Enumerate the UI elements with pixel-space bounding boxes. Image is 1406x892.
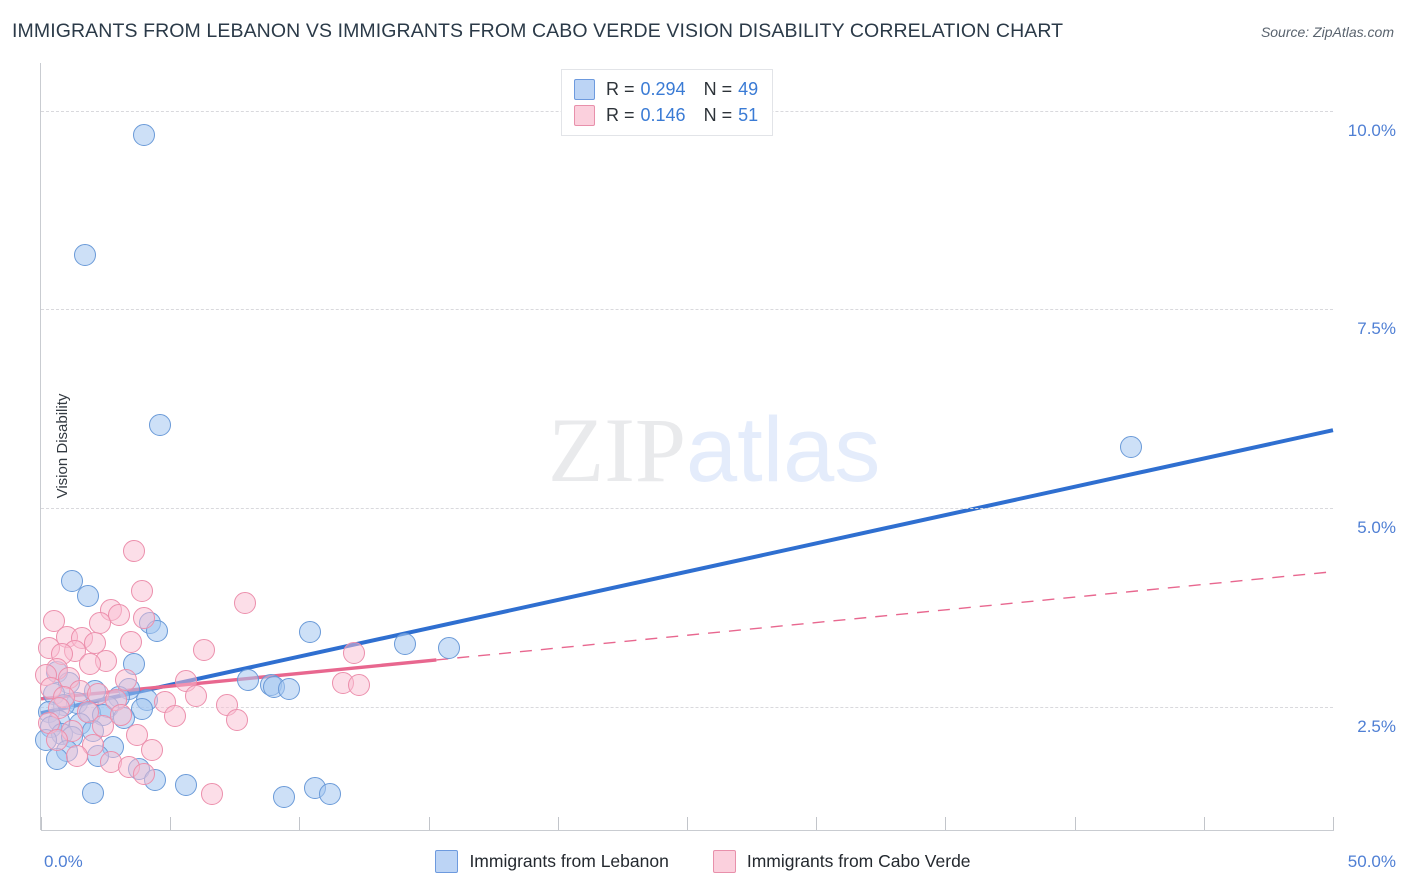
y-axis-tick-label: 7.5% [1357, 319, 1396, 339]
scatter-point[interactable] [438, 636, 461, 659]
gridline-y [41, 508, 1333, 510]
x-axis-label-max: 50.0% [1347, 852, 1396, 871]
scatter-point[interactable] [1120, 435, 1143, 458]
x-axis-tick [299, 817, 301, 830]
scatter-point[interactable] [110, 703, 133, 726]
scatter-point[interactable] [342, 641, 365, 664]
scatter-point[interactable] [45, 729, 68, 752]
scatter-point[interactable] [81, 733, 104, 756]
correlation-row-cabo-verde: R = 0.146 N = 51 [574, 102, 758, 128]
scatter-point[interactable] [45, 748, 68, 771]
x-axis-tick [687, 817, 688, 830]
scatter-point[interactable] [79, 652, 102, 675]
scatter-point[interactable] [125, 724, 148, 747]
y-axis-line [40, 63, 41, 830]
scatter-point[interactable] [76, 700, 99, 723]
scatter-point[interactable] [234, 592, 257, 615]
scatter-point[interactable] [42, 609, 65, 632]
x-axis-tick [1203, 817, 1205, 830]
scatter-point[interactable] [164, 705, 187, 728]
scatter-point[interactable] [394, 633, 417, 655]
x-axis-tick [945, 817, 947, 830]
scatter-point[interactable] [120, 630, 143, 653]
x-axis-line [41, 830, 1334, 831]
scatter-point[interactable] [200, 783, 223, 806]
r-value-cabo-verde: 0.146 [640, 104, 686, 125]
scatter-point[interactable] [319, 783, 342, 806]
blue-swatch-icon [574, 78, 595, 100]
gridline-y [41, 706, 1333, 708]
gridline-y [41, 309, 1333, 311]
scatter-point[interactable] [298, 621, 321, 644]
trendline-lebanon [40, 428, 1334, 716]
legend-item-cabo-verde[interactable]: Immigrants from Cabo Verde [712, 850, 971, 873]
n-value-cabo-verde: 51 [738, 104, 759, 125]
scatter-point[interactable] [278, 678, 301, 701]
scatter-point[interactable] [148, 413, 171, 436]
scatter-point[interactable] [81, 781, 104, 804]
scatter-point[interactable] [133, 606, 156, 629]
y-axis-tick-label: 10.0% [1347, 120, 1396, 140]
legend-item-lebanon[interactable]: Immigrants from Lebanon [435, 850, 669, 873]
scatter-point[interactable] [76, 584, 99, 607]
x-axis-tick [41, 817, 42, 830]
x-axis-tick [1333, 817, 1334, 830]
plot-area [35, 63, 1334, 830]
scatter-point[interactable] [226, 708, 249, 731]
legend-swatch-lebanon-icon [435, 850, 459, 873]
correlation-legend: R = 0.294 N = 49 R = 0.146 N = 51 [561, 69, 774, 136]
scatter-point[interactable] [174, 773, 197, 796]
source-attribution: Source: ZipAtlas.com [1260, 24, 1394, 40]
scatter-point[interactable] [123, 540, 146, 563]
scatter-point[interactable] [185, 684, 208, 707]
scatter-point[interactable] [236, 668, 259, 691]
page-title: IMMIGRANTS FROM LEBANON VS IMMIGRANTS FR… [12, 20, 1064, 42]
r-label-cabo-verde: R = [606, 104, 635, 125]
r-value-lebanon: 0.294 [640, 78, 686, 99]
scatter-point[interactable] [89, 611, 112, 634]
scatter-point[interactable] [133, 762, 156, 785]
scatter-point[interactable] [272, 786, 295, 809]
x-axis-tick [816, 817, 818, 830]
r-label-lebanon: R = [606, 78, 635, 99]
legend-label-cabo-verde: Immigrants from Cabo Verde [746, 851, 971, 871]
n-label-lebanon: N = [703, 78, 733, 99]
x-axis-label-min: 0.0% [44, 852, 83, 871]
scatter-point[interactable] [61, 570, 83, 593]
series-legend: Immigrants from Lebanon Immigrants from … [0, 850, 1406, 873]
scatter-point[interactable] [92, 714, 115, 737]
trendline-cabo-verde-dashed [436, 570, 1334, 661]
pink-swatch-icon [574, 104, 595, 126]
legend-label-lebanon: Immigrants from Lebanon [469, 851, 669, 871]
x-axis-tick [557, 817, 559, 830]
scatter-point[interactable] [192, 638, 215, 661]
correlation-row-lebanon: R = 0.294 N = 49 [574, 76, 758, 102]
y-axis-tick-label: 5.0% [1357, 518, 1396, 538]
scatter-point[interactable] [66, 745, 89, 768]
scatter-point[interactable] [73, 244, 96, 267]
scatter-point[interactable] [115, 668, 138, 691]
x-axis-tick [1074, 817, 1076, 830]
y-axis-tick-label: 2.5% [1357, 716, 1396, 736]
x-axis-tick [428, 817, 430, 830]
scatter-point[interactable] [141, 738, 164, 761]
n-label-cabo-verde: N = [703, 104, 733, 125]
scatter-point[interactable] [347, 673, 370, 696]
legend-swatch-cabo-verde-icon [712, 850, 736, 873]
n-value-lebanon: 49 [738, 78, 759, 99]
scatter-point[interactable] [133, 123, 156, 146]
scatter-point[interactable] [130, 579, 153, 602]
x-axis-tick [170, 817, 172, 830]
